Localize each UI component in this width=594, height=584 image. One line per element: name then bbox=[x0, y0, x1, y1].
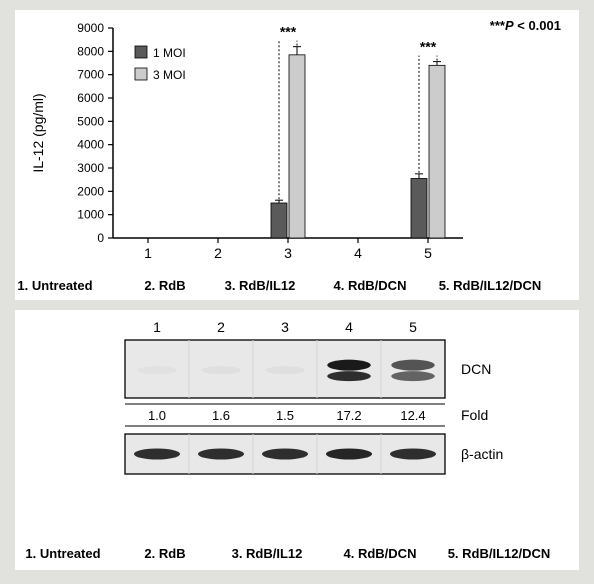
svg-text:5. RdB/IL12/DCN: 5. RdB/IL12/DCN bbox=[439, 278, 542, 293]
svg-text:IL-12 (pg/ml): IL-12 (pg/ml) bbox=[30, 93, 46, 172]
svg-text:1.0: 1.0 bbox=[148, 408, 166, 423]
svg-text:1. Untreated: 1. Untreated bbox=[17, 278, 92, 293]
svg-text:5: 5 bbox=[409, 319, 417, 335]
svg-text:2. RdB: 2. RdB bbox=[144, 546, 185, 561]
svg-text:17.2: 17.2 bbox=[336, 408, 361, 423]
svg-text:1.6: 1.6 bbox=[212, 408, 230, 423]
svg-text:7000: 7000 bbox=[77, 68, 104, 82]
svg-text:3. RdB/IL12: 3. RdB/IL12 bbox=[225, 278, 296, 293]
svg-text:3: 3 bbox=[284, 245, 292, 261]
svg-text:3. RdB/IL12: 3. RdB/IL12 bbox=[232, 546, 303, 561]
il12-chart-panel: ***P < 0.001 0 1000 2000 3000 4000 5000 6000 700… bbox=[15, 10, 579, 300]
svg-text:3 MOI: 3 MOI bbox=[153, 68, 186, 82]
western-blot-panel: 1 2 3 4 5 DCN 1.0 1.6 1.5 17.2 12.4 Fold β-actin 1. U… bbox=[15, 310, 579, 570]
svg-text:4. RdB/DCN: 4. RdB/DCN bbox=[334, 278, 407, 293]
svg-text:5: 5 bbox=[424, 245, 432, 261]
svg-text:2. RdB: 2. RdB bbox=[144, 278, 185, 293]
svg-text:1 MOI: 1 MOI bbox=[153, 46, 186, 60]
svg-text:4: 4 bbox=[354, 245, 362, 261]
svg-text:1. Untreated: 1. Untreated bbox=[25, 546, 100, 561]
svg-text:1: 1 bbox=[153, 319, 161, 335]
svg-text:3000: 3000 bbox=[77, 161, 104, 175]
svg-text:4: 4 bbox=[345, 319, 353, 335]
svg-text:9000: 9000 bbox=[77, 21, 104, 35]
svg-text:Fold: Fold bbox=[461, 407, 488, 423]
svg-text:2: 2 bbox=[217, 319, 225, 335]
svg-text:6000: 6000 bbox=[77, 91, 104, 105]
svg-text:***: *** bbox=[280, 24, 297, 40]
svg-text:DCN: DCN bbox=[461, 361, 491, 377]
svg-text:***: *** bbox=[420, 39, 437, 55]
svg-text:3: 3 bbox=[281, 319, 289, 335]
svg-text:1.5: 1.5 bbox=[276, 408, 294, 423]
svg-text:12.4: 12.4 bbox=[400, 408, 425, 423]
il12-bar-chart: ***P < 0.001 0 1000 2000 3000 4000 5000 6000 700… bbox=[15, 10, 579, 300]
western-blot: 1 2 3 4 5 DCN 1.0 1.6 1.5 17.2 12.4 Fold β-actin 1. U… bbox=[15, 310, 579, 570]
svg-text:1: 1 bbox=[144, 245, 152, 261]
svg-text:***P < 0.001: ***P < 0.001 bbox=[490, 18, 561, 33]
svg-text:4. RdB/DCN: 4. RdB/DCN bbox=[344, 546, 417, 561]
svg-text:0: 0 bbox=[97, 231, 104, 245]
svg-text:4000: 4000 bbox=[77, 138, 104, 152]
svg-text:8000: 8000 bbox=[77, 44, 104, 58]
svg-text:2000: 2000 bbox=[77, 184, 104, 198]
svg-text:2: 2 bbox=[214, 245, 222, 261]
svg-text:5000: 5000 bbox=[77, 114, 104, 128]
svg-text:5. RdB/IL12/DCN: 5. RdB/IL12/DCN bbox=[448, 546, 551, 561]
svg-text:β-actin: β-actin bbox=[461, 446, 503, 462]
svg-text:1000: 1000 bbox=[77, 208, 104, 222]
